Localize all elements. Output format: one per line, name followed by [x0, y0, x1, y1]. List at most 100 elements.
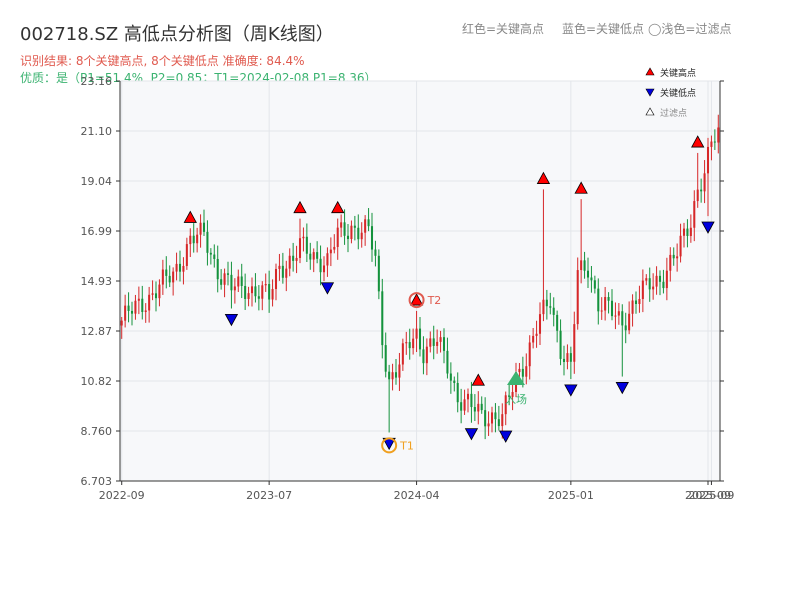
candle-body — [364, 219, 367, 233]
candle-body — [597, 288, 600, 312]
candle-body — [490, 412, 494, 424]
candle-body — [638, 298, 641, 305]
candle-body — [652, 286, 655, 290]
candle-body — [185, 244, 188, 266]
key-low-marker — [464, 428, 479, 441]
candle-body — [268, 284, 271, 300]
candle-body — [703, 173, 706, 192]
candle-body — [586, 270, 590, 278]
candle-body — [196, 234, 199, 244]
candle-body — [607, 297, 610, 301]
candle-body — [285, 268, 288, 278]
y-tick-label: 16.99 — [81, 225, 113, 238]
candle-body — [682, 228, 686, 236]
annotation-circle — [408, 292, 425, 309]
candle-body — [319, 258, 322, 273]
candle-body — [370, 226, 374, 250]
candle-body — [333, 246, 336, 250]
candle-body — [460, 402, 463, 411]
candle-body — [148, 294, 151, 311]
markers: 入场 T1 T2 — [183, 135, 715, 454]
candle-body — [497, 419, 500, 427]
candle-body — [401, 343, 404, 365]
candle-body — [696, 189, 699, 202]
legend-label: 关键低点 — [660, 87, 696, 99]
candle-body — [614, 315, 617, 317]
candle-body — [250, 286, 254, 294]
candle-body — [436, 341, 439, 346]
candle-body — [508, 395, 511, 397]
candle-body — [305, 236, 308, 254]
key-high-marker — [331, 200, 345, 214]
candle-body — [641, 280, 644, 299]
candle-body — [487, 423, 490, 427]
candle-body — [631, 300, 634, 314]
candle-body — [233, 286, 236, 291]
candle-body — [442, 337, 446, 351]
candle-body — [329, 249, 332, 254]
candle-body — [418, 328, 422, 350]
candle-body — [710, 141, 713, 147]
candle-body — [213, 254, 216, 259]
candle-body — [580, 260, 583, 271]
candle-body — [353, 225, 356, 228]
candle-body — [271, 289, 274, 300]
candle-body — [309, 253, 312, 260]
candle-body — [161, 269, 164, 285]
candle-body — [141, 298, 144, 313]
candle-body — [192, 235, 195, 244]
candle-body — [326, 253, 329, 266]
candle-body — [302, 236, 305, 239]
annotation-label: T2 — [427, 294, 442, 307]
candle-body — [521, 368, 524, 377]
candle-body — [552, 307, 555, 315]
x-tick-label: 2024-04 — [394, 489, 440, 502]
candle-body — [350, 225, 353, 240]
candle-body — [130, 310, 134, 314]
candle-body — [610, 300, 614, 317]
y-tick-label: 19.04 — [81, 175, 113, 188]
candle-body — [538, 314, 542, 334]
legend-text-filtered: ◯浅色=过滤点 — [648, 22, 732, 36]
y-tick-label: 23.16 — [81, 75, 113, 88]
axes: 23.16 21.10 19.04 16.99 14.93 12.87 10.82 8.760… — [81, 75, 735, 502]
candle-body — [686, 228, 689, 237]
candle-body — [679, 235, 682, 257]
candle-body — [665, 270, 668, 289]
candle-body — [501, 414, 504, 427]
candle-body — [549, 306, 552, 308]
candle-body — [473, 407, 476, 412]
candle-body — [645, 278, 648, 281]
candle-body — [340, 222, 343, 228]
candle-body — [717, 127, 720, 143]
candle-body — [281, 265, 284, 278]
candle-body — [165, 269, 168, 276]
candle-body — [182, 265, 185, 272]
candle-body — [316, 252, 319, 259]
candle-body — [590, 277, 593, 281]
candle-body — [604, 297, 607, 311]
candle-body — [412, 338, 415, 349]
candle-body — [583, 260, 586, 271]
candle-body — [658, 275, 662, 282]
y-tick-label: 21.10 — [81, 125, 113, 138]
candle-body — [120, 320, 123, 326]
chart-title: 002718.SZ 高低点分析图（周K线图） — [20, 24, 334, 45]
candle-body — [168, 275, 171, 283]
candle-body — [569, 353, 572, 362]
candle-body — [254, 286, 257, 297]
y-tick-label: 10.82 — [81, 375, 113, 388]
x-tick-label: 2025-01 — [548, 489, 594, 502]
candle-body — [237, 276, 240, 287]
candle-body — [559, 330, 562, 359]
candle-body — [405, 342, 408, 344]
candle-body — [576, 270, 579, 325]
candle-body — [261, 285, 264, 299]
candle-body — [456, 382, 459, 403]
candle-body — [384, 345, 387, 372]
y-tick-label: 8.760 — [81, 425, 113, 438]
candle-body — [172, 271, 175, 283]
legend-high-icon — [645, 67, 655, 76]
candle-body — [202, 222, 206, 232]
